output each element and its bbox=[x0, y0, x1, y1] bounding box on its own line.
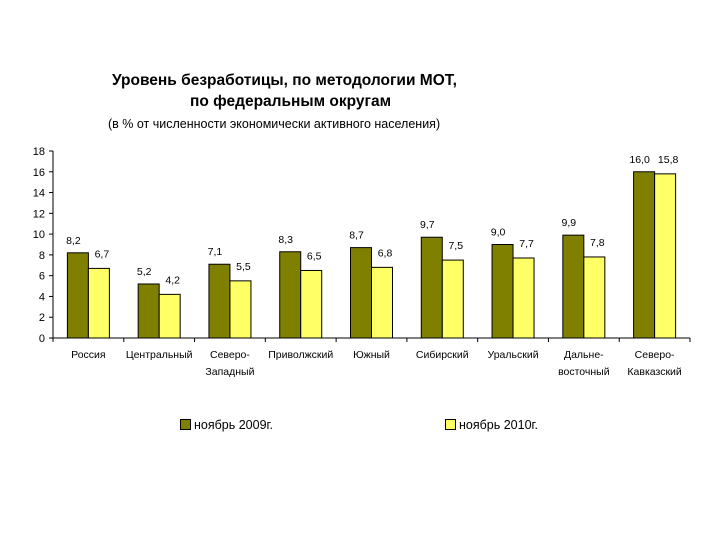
data-label: 8,2 bbox=[66, 235, 81, 247]
x-category-label: Уральский bbox=[488, 349, 539, 361]
data-label: 6,7 bbox=[95, 248, 110, 260]
bar-2010 bbox=[300, 269, 323, 339]
bar-2010 bbox=[512, 257, 535, 339]
x-category-label: Южный bbox=[353, 349, 390, 361]
y-tick-label: 0 bbox=[39, 333, 45, 345]
chart-subtitle: (в % от численности экономически активно… bbox=[108, 117, 441, 131]
data-label: 5,2 bbox=[137, 266, 152, 278]
data-label: 9,7 bbox=[420, 219, 435, 231]
data-label: 9,9 bbox=[562, 217, 577, 229]
bar-2009 bbox=[420, 236, 443, 339]
x-category-label: Сибирский bbox=[416, 349, 469, 361]
y-tick-label: 18 bbox=[33, 146, 45, 158]
legend-item-2010: ноябрь 2010г. bbox=[445, 418, 538, 432]
x-category-label: Центральный bbox=[126, 349, 193, 361]
data-label: 7,7 bbox=[519, 238, 534, 250]
bar-2010 bbox=[87, 267, 110, 339]
data-label: 16,0 bbox=[629, 154, 650, 166]
bar-2009 bbox=[562, 234, 585, 339]
bar-2010 bbox=[441, 259, 464, 339]
bar-2009 bbox=[350, 247, 372, 339]
legend-label-2010: ноябрь 2010г. bbox=[459, 418, 539, 432]
legend-swatch-2010 bbox=[445, 419, 456, 430]
y-tick-label: 8 bbox=[39, 250, 45, 262]
bar-chart: 0 2 4 6 8 10 12 14 16 18 Россия 8,2 6,7 Центральный 5,… bbox=[33, 146, 691, 378]
x-category-label: Северо- bbox=[210, 349, 250, 361]
data-label: 7,8 bbox=[590, 237, 605, 249]
y-tick-label: 16 bbox=[33, 167, 45, 179]
legend-swatch-2009 bbox=[180, 419, 191, 430]
x-category-label: Северо- bbox=[635, 349, 675, 361]
data-label: 7,1 bbox=[208, 246, 223, 258]
y-tick-label: 2 bbox=[39, 312, 45, 324]
bar-2009 bbox=[633, 171, 656, 339]
x-category-label: Россия bbox=[71, 349, 105, 361]
y-tick-label: 6 bbox=[39, 271, 45, 283]
data-label: 9,0 bbox=[491, 227, 506, 239]
data-label: 15,8 bbox=[658, 154, 679, 166]
bar-2009 bbox=[137, 283, 160, 339]
legend-item-2009: ноябрь 2009г. bbox=[180, 418, 273, 432]
bar-2010 bbox=[371, 266, 393, 339]
bar-2009 bbox=[491, 244, 514, 339]
bar-2009 bbox=[208, 263, 231, 339]
x-category-label: Приволжский bbox=[268, 349, 333, 361]
y-tick-label: 10 bbox=[33, 229, 45, 241]
data-label: 8,3 bbox=[278, 234, 293, 246]
bar-2009 bbox=[279, 251, 302, 339]
y-tick-label: 4 bbox=[39, 291, 45, 303]
data-label: 7,5 bbox=[448, 240, 463, 252]
y-tick-label: 14 bbox=[33, 188, 45, 200]
data-label: 6,5 bbox=[307, 250, 322, 262]
x-category-label: Западный bbox=[205, 366, 254, 378]
data-label: 6,8 bbox=[378, 247, 393, 259]
x-category-label: восточный bbox=[558, 366, 610, 378]
data-label: 8,7 bbox=[349, 230, 364, 242]
x-category-label: Кавказский bbox=[627, 366, 681, 378]
bar-2010 bbox=[158, 293, 181, 339]
chart-title-line-1: Уровень безработицы, по методологии МОТ, bbox=[112, 72, 457, 89]
chart-title-line-2: по федеральным округам bbox=[190, 93, 392, 110]
bar-2010 bbox=[583, 256, 606, 339]
y-tick-label: 12 bbox=[33, 208, 45, 220]
bar-2010 bbox=[654, 173, 677, 339]
x-category-label: Дальне- bbox=[564, 349, 604, 361]
legend-label-2009: ноябрь 2009г. bbox=[194, 418, 274, 432]
bar-2009 bbox=[66, 252, 89, 339]
data-label: 4,2 bbox=[165, 274, 180, 286]
bar-2010 bbox=[229, 280, 252, 339]
data-label: 5,5 bbox=[236, 261, 251, 273]
